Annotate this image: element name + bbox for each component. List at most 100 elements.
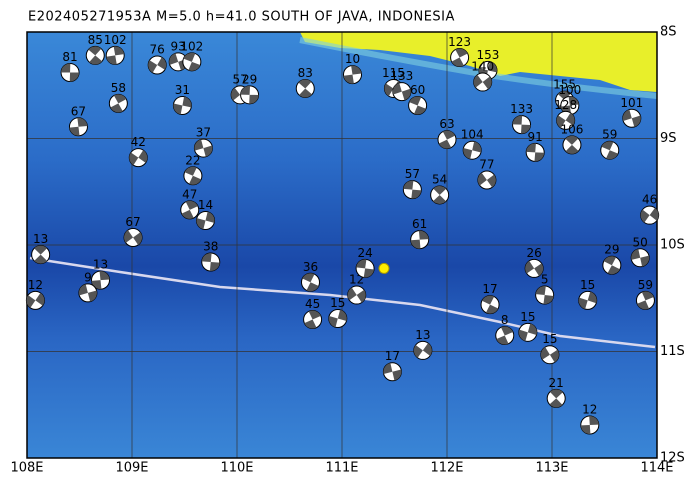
beachball-quadrant — [249, 94, 259, 104]
x-tick-label: 113E — [535, 461, 568, 476]
beachball-quadrant — [455, 48, 468, 58]
beachball-quadrant — [196, 218, 206, 230]
beachball — [560, 95, 580, 115]
depth-label: 12 — [28, 278, 43, 292]
beachball — [480, 295, 500, 315]
beachball — [147, 55, 167, 75]
depth-label: 102 — [180, 39, 203, 53]
beachball — [640, 205, 660, 225]
depth-label: 31 — [175, 83, 190, 97]
depth-label: 100 — [558, 83, 581, 97]
depth-label: 38 — [203, 240, 218, 254]
beachball-quadrant — [138, 150, 148, 163]
depth-label: 15 — [330, 296, 345, 310]
x-tick-label: 109E — [115, 461, 148, 476]
y-tick-label: 10S — [660, 238, 685, 253]
beachball — [524, 258, 544, 278]
beachball — [25, 290, 45, 310]
beachball-quadrant — [299, 88, 313, 98]
beachball — [477, 170, 497, 190]
beachball-quadrant — [568, 96, 579, 106]
beachball-quadrant — [363, 268, 375, 278]
depth-label: 13 — [33, 232, 48, 246]
depth-label: 15 — [580, 278, 595, 292]
beachball — [60, 62, 80, 82]
beachball-quadrant — [433, 194, 447, 204]
beachball-quadrant — [565, 112, 575, 126]
beachball-quadrant — [201, 253, 212, 263]
depth-label: 133 — [510, 102, 533, 116]
beachball-quadrant — [77, 117, 88, 127]
beachball-quadrant — [549, 389, 563, 399]
depth-label: 61 — [412, 217, 427, 231]
beachball — [347, 285, 367, 305]
beachball — [343, 65, 362, 85]
land — [300, 32, 657, 92]
beachball-quadrant — [184, 166, 197, 176]
depth-label: 58 — [111, 81, 126, 95]
beachball-quadrant — [496, 335, 509, 345]
depth-label: 102 — [104, 33, 127, 47]
beachball-quadrant — [401, 88, 411, 101]
y-tick-label: 11S — [660, 344, 685, 359]
depth-label: 85 — [88, 33, 103, 47]
beachball — [196, 211, 215, 231]
beachball — [128, 148, 148, 168]
x-tick-label: 110E — [220, 461, 253, 476]
depth-label: 12 — [582, 402, 597, 416]
beachball-quadrant — [113, 94, 127, 104]
beachball-quadrant — [526, 143, 536, 153]
depth-label: 59 — [602, 128, 617, 142]
beachball-quadrant — [549, 349, 559, 363]
beachball-quadrant — [209, 262, 220, 272]
beachball-quadrant — [520, 124, 531, 134]
beachball — [546, 388, 566, 408]
depth-label: 9 — [84, 270, 92, 284]
beachball — [630, 248, 650, 268]
beachball — [182, 52, 202, 72]
beachball — [382, 362, 402, 382]
beachball-quadrant — [486, 174, 496, 188]
beachball-quadrant — [451, 57, 464, 67]
beachball-quadrant — [606, 150, 619, 160]
depth-label: 155 — [553, 78, 576, 92]
map-frame — [26, 31, 658, 459]
depth-label: 29 — [242, 72, 257, 86]
beachball — [635, 290, 655, 310]
depth-label: 5 — [541, 273, 549, 287]
beachball-quadrant — [409, 96, 422, 106]
beachball-quadrant — [69, 126, 80, 136]
beachball — [123, 228, 143, 248]
beachball — [31, 245, 51, 265]
depth-label: 77 — [479, 158, 494, 172]
y-tick-label: 12S — [660, 451, 685, 466]
beachball-quadrant — [607, 265, 620, 275]
beachball-quadrant — [87, 290, 97, 302]
beachball-quadrant — [106, 55, 117, 65]
beachball-quadrant — [414, 105, 426, 115]
beachball-quadrant — [183, 52, 196, 62]
beachball — [622, 108, 642, 128]
beachball-quadrant — [549, 398, 563, 408]
beachball — [430, 185, 450, 205]
depth-label: 83 — [298, 66, 313, 80]
x-tick-label: 108E — [10, 461, 43, 476]
depth-label: 106 — [560, 122, 583, 136]
beachball-quadrant — [356, 289, 366, 303]
beachball-quadrant — [631, 115, 641, 127]
depth-label: 133 — [390, 69, 413, 83]
depth-label: 46 — [642, 193, 657, 207]
beachball-quadrant — [534, 263, 544, 277]
depth-label: 21 — [549, 376, 564, 390]
beachball-quadrant — [157, 57, 167, 70]
depth-label: 54 — [432, 172, 447, 186]
beachball-quadrant — [477, 172, 487, 186]
beachball-quadrant — [337, 309, 347, 322]
depth-label: 63 — [439, 117, 454, 131]
beachball-quadrant — [351, 65, 362, 75]
beachball-quadrant — [535, 286, 546, 296]
beachball-quadrant — [518, 329, 528, 341]
beachball-quadrant — [383, 362, 393, 375]
beachball-quadrant — [482, 76, 492, 90]
